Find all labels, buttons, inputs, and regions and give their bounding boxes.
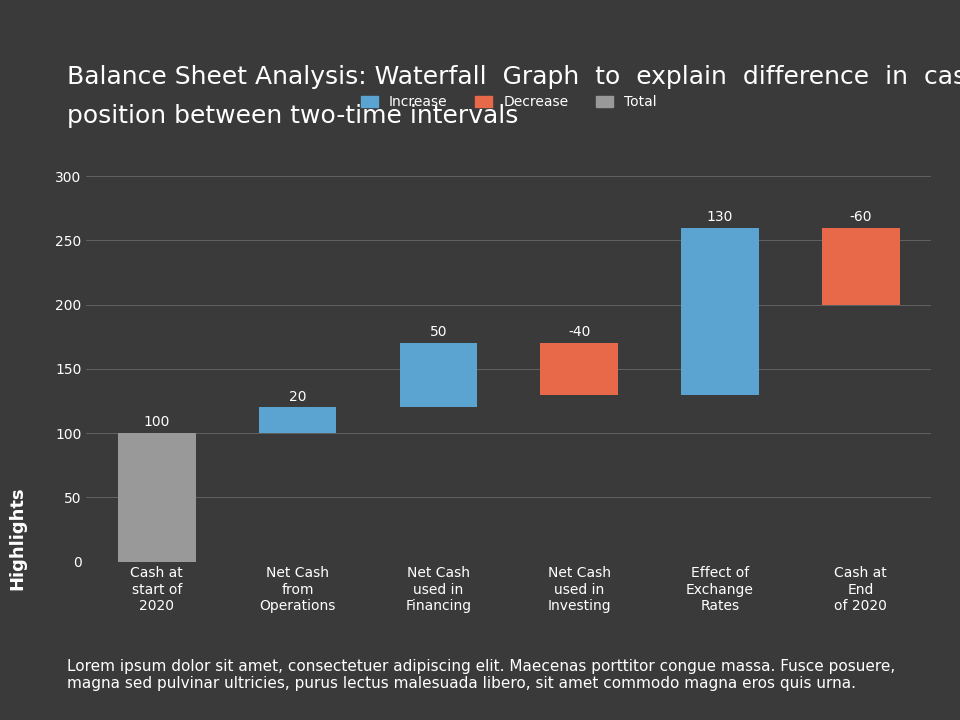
Text: Balance Sheet Analysis: Waterfall  Graph  to  explain  difference  in  cash: Balance Sheet Analysis: Waterfall Graph … — [67, 65, 960, 89]
Bar — [399, 343, 477, 408]
Bar — [118, 433, 196, 562]
Bar — [822, 228, 900, 305]
Text: -60: -60 — [850, 210, 872, 224]
Bar — [682, 228, 758, 395]
Text: Highlights: Highlights — [9, 487, 26, 590]
Text: position between two-time intervals: position between two-time intervals — [67, 104, 518, 128]
Text: -40: -40 — [568, 325, 590, 339]
Text: 100: 100 — [144, 415, 170, 429]
Text: 20: 20 — [289, 390, 306, 403]
Text: 130: 130 — [707, 210, 733, 224]
Legend: Increase, Decrease, Total: Increase, Decrease, Total — [355, 90, 662, 114]
Bar — [540, 343, 618, 395]
Text: 50: 50 — [430, 325, 447, 339]
Bar — [259, 408, 336, 433]
Text: Lorem ipsum dolor sit amet, consectetuer adipiscing elit. Maecenas porttitor con: Lorem ipsum dolor sit amet, consectetuer… — [67, 659, 896, 691]
